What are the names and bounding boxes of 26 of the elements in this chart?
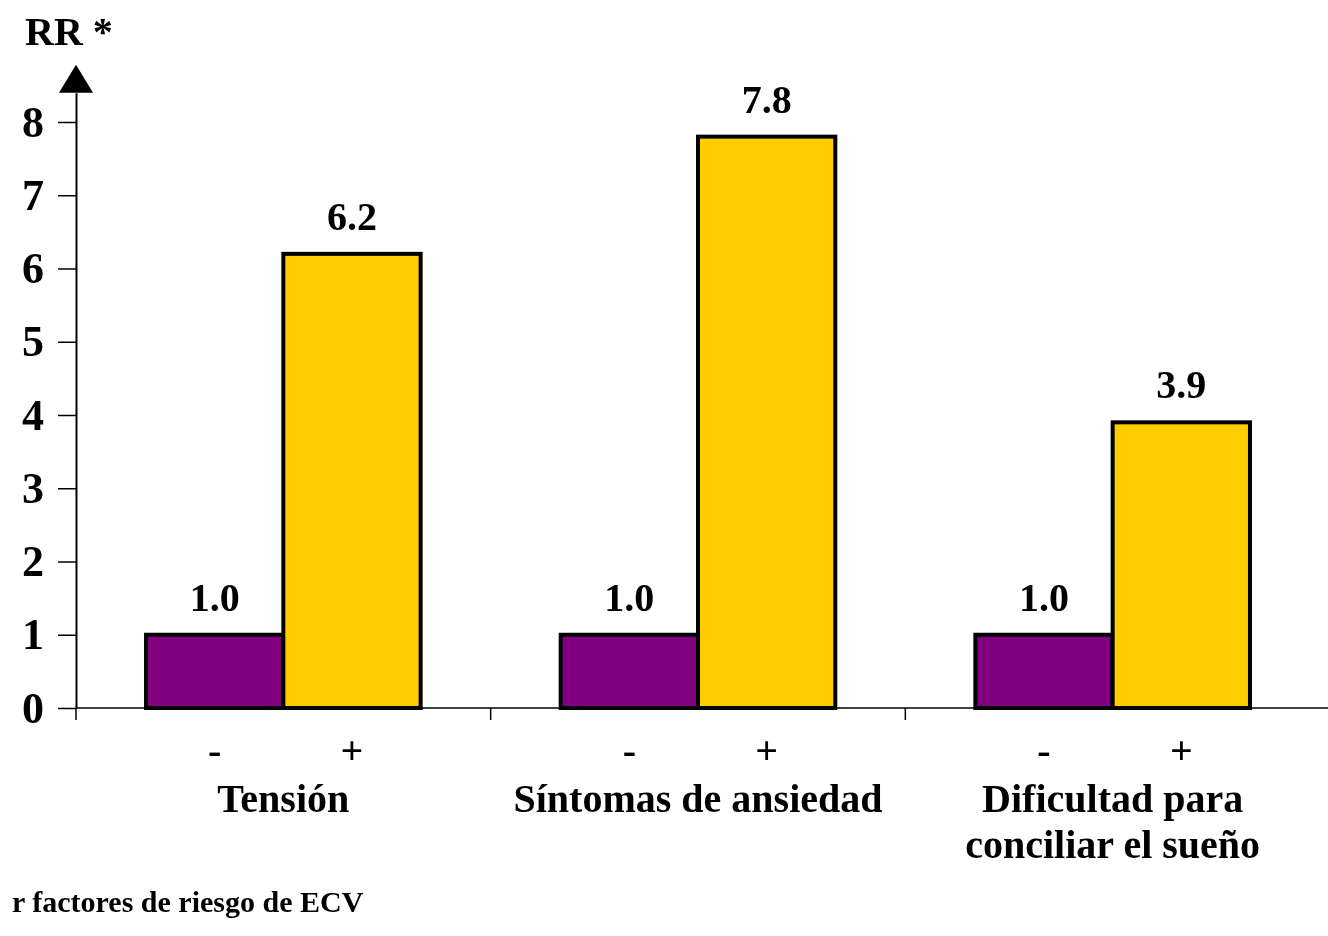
y-tick-label: 6	[22, 244, 44, 294]
y-tick-label: 3	[22, 463, 44, 513]
text: r factores de riesgo de ECV	[12, 885, 364, 918]
y-tick-label: 5	[22, 317, 44, 367]
series-label: +	[340, 728, 364, 773]
y-tick-label: 4	[22, 390, 44, 440]
y-tick-label: 1	[22, 610, 44, 660]
y-tick-label: 0	[22, 683, 44, 733]
x-tick-label: Síntomas de ansiedad	[513, 776, 883, 821]
x-tick-label: Dificultad para conciliar el sueño	[965, 776, 1261, 867]
text: +	[755, 728, 779, 773]
data-label: 6.2	[326, 193, 377, 239]
data-label: 3.9	[1156, 362, 1207, 408]
data-label: 1.0	[189, 574, 240, 620]
text: +	[1169, 728, 1193, 773]
y-tick-label: 2	[22, 537, 44, 587]
y-axis-title: RR *	[25, 9, 113, 54]
data-label: 1.0	[1019, 574, 1070, 620]
series-label: -	[208, 728, 222, 773]
text: -	[1037, 728, 1051, 773]
data-label: 7.8	[741, 76, 792, 122]
y-tick-label: 7	[22, 170, 44, 220]
x-tick-label: Tensión	[217, 776, 350, 821]
text: -	[622, 728, 637, 773]
data-label: 1.0	[604, 574, 655, 620]
y-tick-label: 8	[22, 97, 44, 147]
